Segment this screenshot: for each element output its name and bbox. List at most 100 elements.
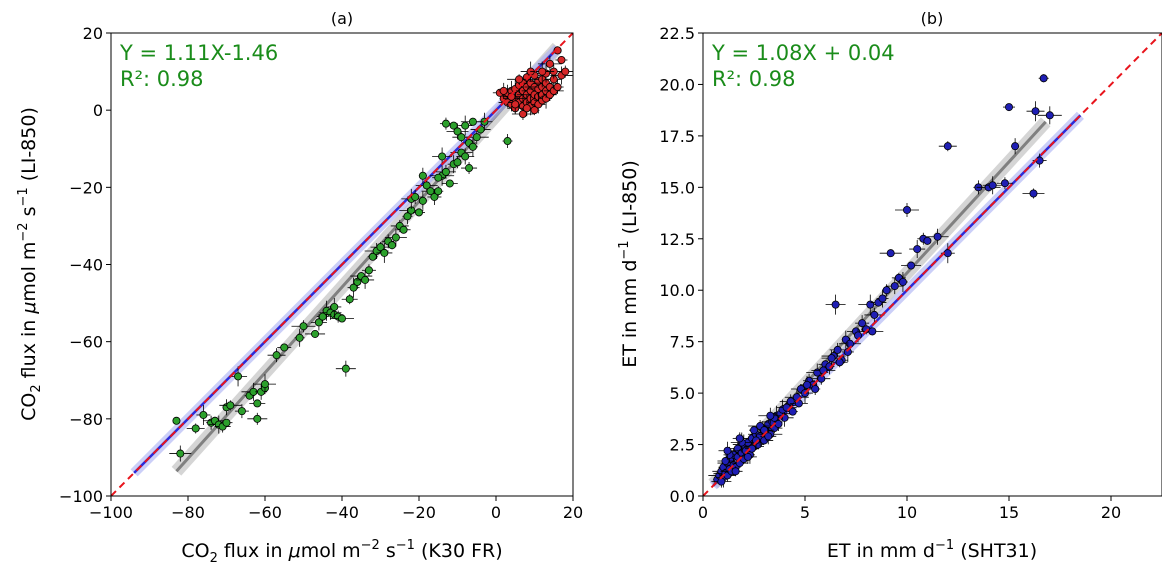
- panel-b-data-point: [870, 310, 879, 319]
- panel-b-y-tick-label: 5.0: [670, 384, 695, 403]
- panel-b-y-tick-label: 22.5: [659, 24, 695, 43]
- panel-a-data-point: [441, 167, 450, 176]
- panel-a-data-point: [453, 127, 462, 136]
- panel-b-x-tick-label: 5: [800, 503, 810, 522]
- panel-a-data-point: [438, 152, 447, 161]
- panel-a-data-point: [330, 302, 339, 311]
- panel-b-data-point: [723, 446, 732, 455]
- panel-a-y-axis-label: CO2 flux in μmol m−2 s−1 (LI-850): [16, 107, 44, 421]
- panel-a-data-point: [272, 351, 281, 360]
- panel-a-x-tick-label: −100: [89, 503, 133, 522]
- panel-b-data-point: [933, 232, 942, 241]
- panel-b-x-tick-label: 0: [698, 503, 708, 522]
- panel-a-data-point: [418, 196, 427, 205]
- panel-a-data-point: [468, 117, 477, 126]
- panel-a-data-point: [234, 372, 243, 381]
- panel-a-data-point: [222, 418, 231, 427]
- panel-a-data-point: [511, 100, 520, 109]
- panel-a-x-tick-label: 20: [563, 503, 583, 522]
- panel-b-data-point: [835, 358, 844, 367]
- panel-a-data-point: [418, 171, 427, 180]
- panel-a-data-point: [472, 133, 481, 142]
- panel-a-data-point: [557, 56, 566, 65]
- panel-b-data-point: [1005, 103, 1014, 112]
- panel-a-data-point: [260, 380, 269, 389]
- panel-a-data-point: [341, 364, 350, 373]
- panel-b-identity-line: [703, 33, 1162, 496]
- panel-b-x-tick-label: 10: [897, 503, 917, 522]
- panel-a-data-point: [253, 399, 262, 408]
- panel-b-data-point: [1035, 156, 1044, 165]
- panel-a-data-point: [441, 119, 450, 128]
- panel-b-data-point: [854, 331, 863, 340]
- panel-b-title: (b): [921, 9, 944, 28]
- panel-b-data-point: [752, 436, 761, 445]
- panel-a-data-point: [391, 233, 400, 242]
- panel-a-data-point: [414, 208, 423, 217]
- panel-a-data-point: [465, 164, 474, 173]
- panel-b-y-tick-label: 15.0: [659, 178, 695, 197]
- panel-b-data-point: [913, 245, 922, 254]
- panel-a-y-tick-label: 0: [93, 101, 103, 120]
- panel-b-data-point: [827, 354, 836, 363]
- panel-b-data-point: [858, 319, 867, 328]
- panel-a-data-point: [538, 67, 547, 76]
- panel-b-data-point: [1045, 111, 1054, 120]
- panel-b-data-point: [1031, 107, 1040, 116]
- panel-a-data-point: [553, 46, 562, 55]
- panel-b-data-point: [923, 236, 932, 245]
- panel-a-data-point: [280, 343, 289, 352]
- panel-b-data-point: [750, 426, 759, 435]
- panel-b-data-point: [988, 181, 997, 190]
- panel-b-data-point: [831, 300, 840, 309]
- panel-a-data-point: [361, 275, 370, 284]
- panel-b-data-point: [747, 444, 756, 453]
- panel-a-data-point: [499, 86, 508, 95]
- panel-a-x-tick-label: −20: [402, 503, 436, 522]
- panel-a-data-point: [461, 152, 470, 161]
- panel-a-data-point: [445, 179, 454, 188]
- panel-a-data-point: [253, 414, 262, 423]
- panel-a-equation: Y = 1.11X-1.46: [119, 41, 278, 65]
- panel-b-data-point: [845, 339, 854, 348]
- panel-a-data-point: [457, 133, 466, 142]
- panel-a-y-tick-label: −100: [59, 487, 103, 506]
- panel-b-data-point: [890, 282, 899, 291]
- panel-a-plot-area: [111, 33, 573, 496]
- panel-a-data-point: [530, 106, 539, 115]
- panel-b-data-point: [1011, 142, 1020, 151]
- panel-a-data-point: [453, 158, 462, 167]
- panel-a-data-point: [403, 212, 412, 221]
- panel-a-x-tick-label: −40: [325, 503, 359, 522]
- panel-b-data-point: [866, 300, 875, 309]
- panel-a-data-point: [422, 181, 431, 190]
- panel-a-data-point: [553, 83, 562, 92]
- panel-a-data-point: [461, 121, 470, 130]
- panel-b-data-point: [811, 384, 820, 393]
- panel-b-data-point: [898, 277, 907, 286]
- panel-b-equation: Y = 1.08X + 0.04: [711, 41, 895, 65]
- panel-b-data-point: [1000, 179, 1009, 188]
- panel-a-co2: (a) −100 −80 −60 −40 −20 0 20 −100 −80 −60 −40 −20…: [16, 9, 583, 566]
- panel-a-y-tick-label: −40: [69, 256, 103, 275]
- panel-b-y-tick-label: 12.5: [659, 230, 695, 249]
- panel-a-data-point: [434, 173, 443, 182]
- panel-b-data-point: [1039, 74, 1048, 83]
- panel-a-data-point: [507, 92, 516, 101]
- panel-b-y-tick-label: 20.0: [659, 75, 695, 94]
- panel-a-data-point: [503, 137, 512, 146]
- panel-a-y-tick-label: −20: [69, 178, 103, 197]
- panel-a-data-point: [311, 329, 320, 338]
- panel-b-data-point: [717, 477, 726, 486]
- panel-b-data-point: [907, 261, 916, 270]
- panel-a-y-tick-label: 20: [83, 24, 103, 43]
- panel-a-y-tick-label: −60: [69, 333, 103, 352]
- panel-a-data-point: [295, 333, 304, 342]
- panel-b-data-point: [943, 142, 952, 151]
- panel-a-x-tick-label: 0: [491, 503, 501, 522]
- panel-b-x-tick-label: 20: [1101, 503, 1121, 522]
- panel-a-data-point: [388, 241, 397, 250]
- panel-a-data-point: [345, 295, 354, 304]
- panel-b-data-point: [1029, 189, 1038, 198]
- panel-b-data-point: [735, 434, 744, 443]
